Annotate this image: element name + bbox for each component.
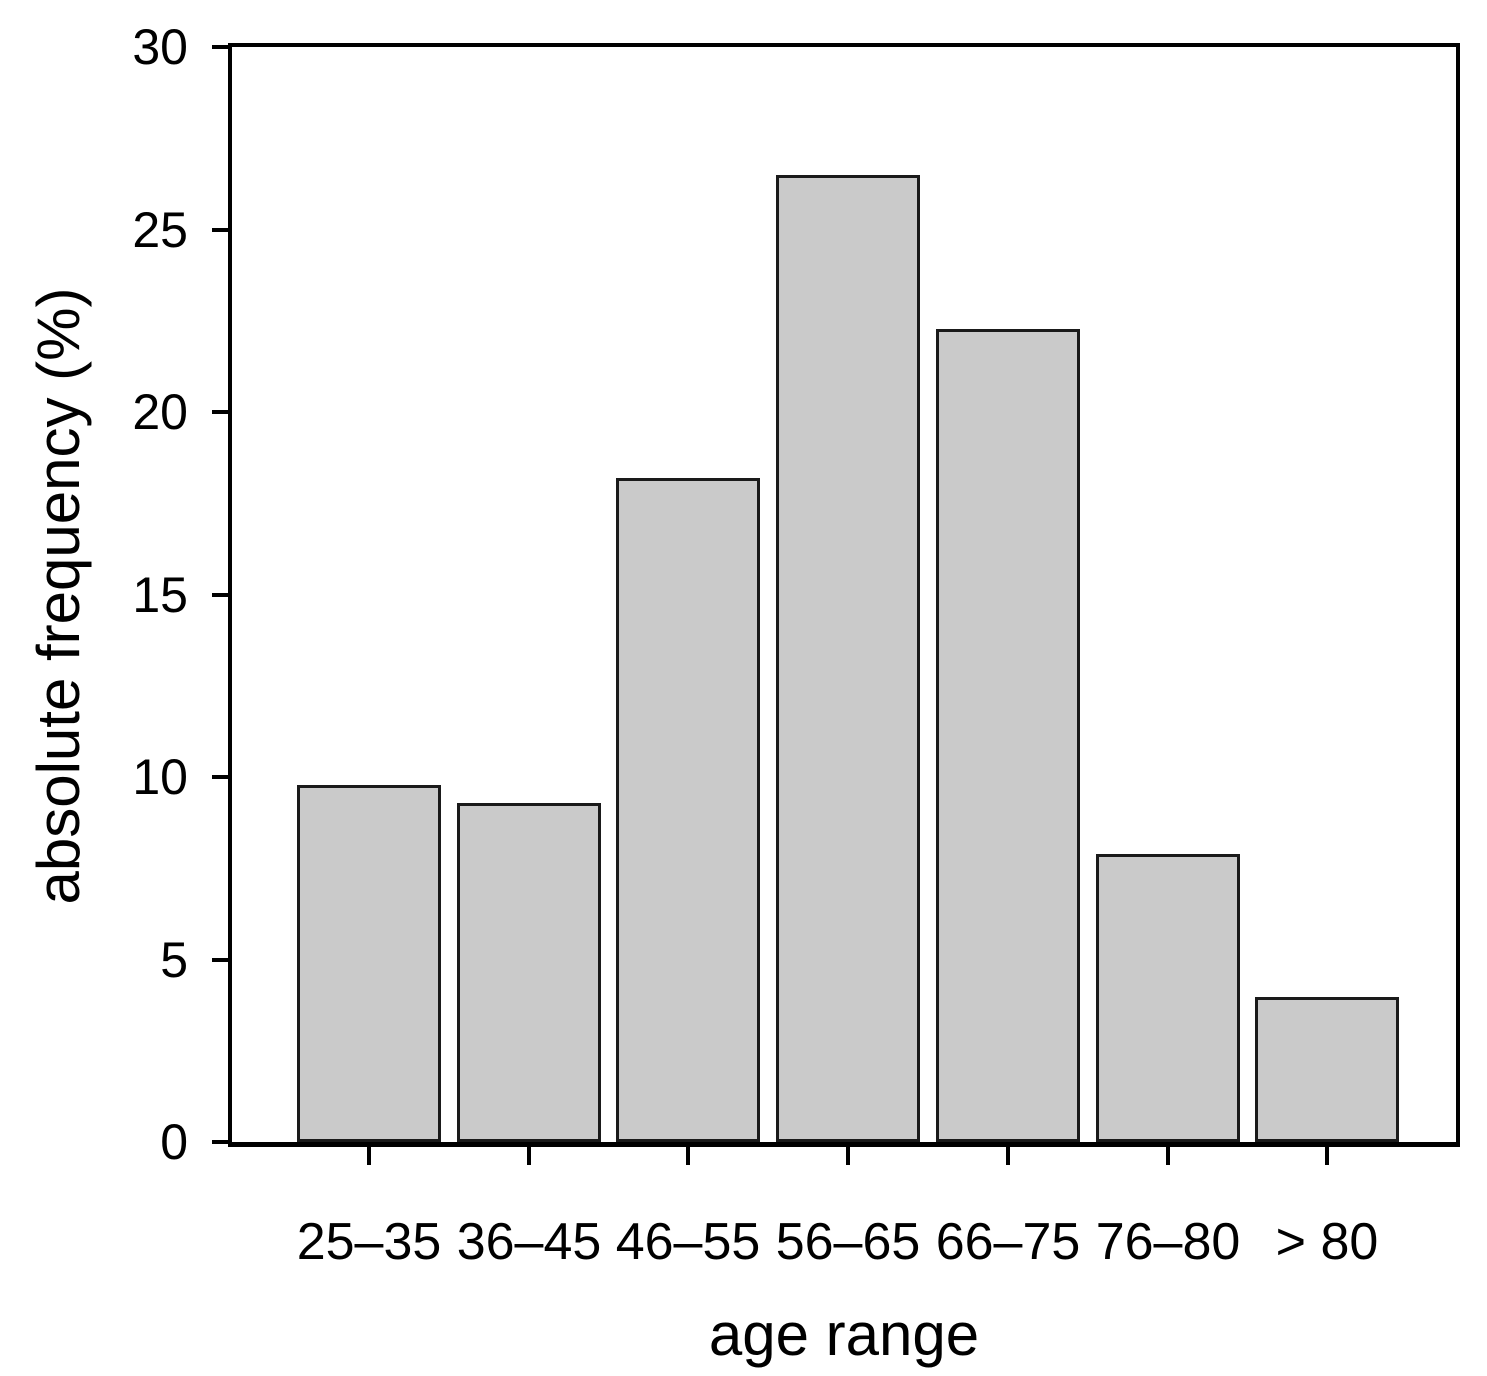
x-axis-tick-label: > 80 [1275,1213,1379,1271]
x-axis-tick [1325,1147,1329,1165]
x-axis-tick-label: 76–80 [1095,1213,1241,1271]
bar-56–65 [776,175,920,1142]
y-axis-tick [212,45,228,49]
x-axis-tick [1166,1147,1170,1165]
y-axis-tick-label: 15 [132,566,188,623]
x-axis-tick-label: 25–35 [296,1213,442,1271]
y-axis-tick-label: 20 [132,384,188,440]
x-axis-tick [527,1147,531,1165]
bar-66–75 [936,329,1080,1142]
x-axis-tick-label: 46–55 [615,1213,761,1271]
bar-36–45 [457,803,601,1142]
y-axis-tick-label: 25 [132,201,188,258]
y-axis-tick [212,775,228,779]
y-axis-tick-label: 0 [160,1114,188,1170]
y-axis-tick [212,410,228,414]
bar-46–55 [616,478,760,1142]
x-axis-tick-label: 36–45 [456,1213,602,1271]
x-axis-title: age range [708,1301,980,1368]
bar-> 80 [1255,997,1399,1142]
bar-25–35 [297,785,441,1142]
y-axis-tick [212,592,228,597]
x-axis-tick [367,1147,371,1165]
x-axis-tick [1006,1147,1010,1165]
y-axis-tick-label: 10 [132,749,188,805]
x-axis-tick [686,1147,690,1165]
y-axis-tick [212,1140,228,1144]
x-axis-tick [846,1147,850,1165]
y-axis-tick-label: 5 [160,931,188,988]
y-axis-title: absolute frequency (%) [25,287,92,905]
plot-area: 0 5 10 15 20 25 30 25–35 36–45 46–55 56–65 66–75 76–… [132,22,1460,1271]
y-axis-tick-label: 30 [132,19,188,75]
bar-76–80 [1096,854,1240,1142]
x-axis-tick-label: 56–65 [775,1213,921,1271]
x-axis-tick-label: 66–75 [935,1213,1081,1271]
y-axis-tick [212,957,228,962]
y-axis-tick [212,227,228,232]
